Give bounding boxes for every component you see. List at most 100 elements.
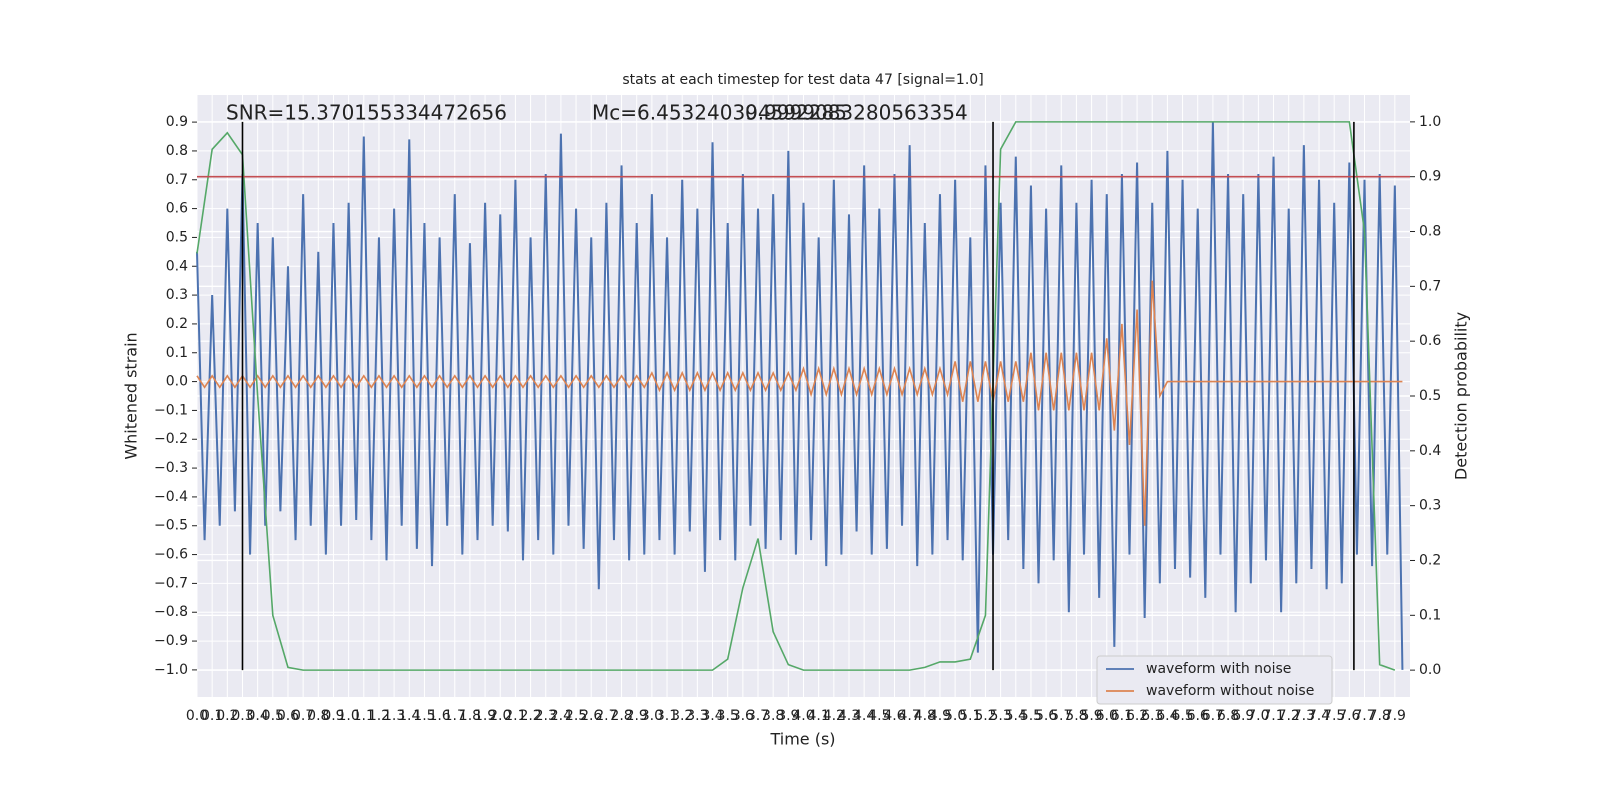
x-tick-label: 4.2 <box>823 708 845 724</box>
series-line <box>196 121 1396 671</box>
x-tick-label: 5.0 <box>944 708 966 724</box>
y2-tick-label: 0.7 <box>1419 278 1441 294</box>
y2-tick-label: 1.0 <box>1419 114 1441 130</box>
y-tick-label: −0.4 <box>154 489 188 505</box>
x-tick-label: 6.7 <box>1202 708 1224 724</box>
y-axis-label: Whitened strain <box>122 332 141 459</box>
x-tick-label: 7.7 <box>1353 708 1375 724</box>
x-tick-label: 6.6 <box>1187 708 1209 724</box>
x-tick-label: 5.8 <box>1065 708 1087 724</box>
x-tick-label: 2.5 <box>565 708 587 724</box>
x-tick-label: 6.4 <box>1156 708 1178 724</box>
x-tick-label: 4.3 <box>838 708 860 724</box>
x-tick-label: 5.2 <box>974 708 996 724</box>
x-tick-label: 7.6 <box>1338 708 1360 724</box>
x-tick-label: 1.6 <box>428 708 450 724</box>
x-tick-label: 7.8 <box>1369 708 1391 724</box>
x-tick-label: 2.4 <box>550 708 572 724</box>
x-tick-label: 2.0 <box>489 708 511 724</box>
x-tick-label: 5.1 <box>959 708 981 724</box>
y2-tick-label: 0.0 <box>1419 662 1441 678</box>
x-tick-label: 4.5 <box>868 708 890 724</box>
y2-tick-label: 0.6 <box>1419 333 1441 349</box>
x-tick-label: 1.0 <box>337 708 359 724</box>
x-tick-label: 0.6 <box>277 708 299 724</box>
x-tick-label: 2.3 <box>535 708 557 724</box>
x-tick-label: 4.6 <box>883 708 905 724</box>
x-tick-label: 4.0 <box>792 708 814 724</box>
x-tick-label: 0.0 <box>186 708 208 724</box>
y-tick-label: −0.6 <box>154 547 188 563</box>
x-tick-label: 0.2 <box>216 708 238 724</box>
chart-title: stats at each timestep for test data 47 … <box>622 72 983 88</box>
x-tick-label: 0.7 <box>292 708 314 724</box>
x-tick-label: 4.1 <box>808 708 830 724</box>
y-tick-label: 0.5 <box>166 229 188 245</box>
x-tick-label: 1.9 <box>474 708 496 724</box>
x-tick-label: 7.2 <box>1278 708 1300 724</box>
x-tick-label: 3.7 <box>747 708 769 724</box>
x-tick-label: 3.6 <box>732 708 754 724</box>
x-tick-label: 6.3 <box>1141 708 1163 724</box>
x-tick-label: 3.5 <box>717 708 739 724</box>
x-tick-label: 6.0 <box>1096 708 1118 724</box>
y-tick-label: −1.0 <box>154 662 188 678</box>
y-tick-label: 0.6 <box>166 201 188 217</box>
y2-tick-label: 0.2 <box>1419 552 1441 568</box>
x-tick-label: 3.3 <box>686 708 708 724</box>
x-tick-label: 7.0 <box>1247 708 1269 724</box>
x-axis-label: Time (s) <box>769 730 835 749</box>
x-tick-label: 0.3 <box>231 708 253 724</box>
x-tick-label: 4.4 <box>853 708 875 724</box>
y-tick-label: −0.5 <box>154 518 188 534</box>
x-tick-label: 7.1 <box>1262 708 1284 724</box>
x-tick-label: 1.2 <box>368 708 390 724</box>
x-tick-label: 3.8 <box>762 708 784 724</box>
y-tick-label: −0.2 <box>154 431 188 447</box>
y2-tick-label: 0.1 <box>1419 607 1441 623</box>
y2-tick-label: 0.9 <box>1419 169 1441 185</box>
annotation: 0.9999083280563354 <box>745 101 968 125</box>
legend-box <box>1096 655 1333 705</box>
y-tick-label: 0.8 <box>166 143 188 159</box>
x-tick-label: 4.9 <box>929 708 951 724</box>
y-tick-label: 0.7 <box>166 172 188 188</box>
x-tick-label: 6.8 <box>1217 708 1239 724</box>
x-tick-label: 1.8 <box>459 708 481 724</box>
x-tick-label: 6.2 <box>1126 708 1148 724</box>
x-tick-label: 7.5 <box>1323 708 1345 724</box>
x-tick-label: 0.4 <box>247 708 269 724</box>
y-tick-label: −0.7 <box>154 575 188 591</box>
x-tick-label: 6.9 <box>1232 708 1254 724</box>
x-tick-label: 2.1 <box>504 708 526 724</box>
x-tick-label: 0.9 <box>322 708 344 724</box>
x-tick-label: 4.7 <box>899 708 921 724</box>
x-tick-label: 3.1 <box>656 708 678 724</box>
y-tick-label: −0.1 <box>154 402 188 418</box>
x-tick-label: 7.3 <box>1293 708 1315 724</box>
y-tick-label: 0.2 <box>166 316 188 332</box>
y2-tick-label: 0.4 <box>1419 443 1441 459</box>
y2-axis-label: Detection probability <box>1452 312 1471 480</box>
legend-label: waveform with noise <box>1146 661 1291 677</box>
x-tick-label: 1.1 <box>353 708 375 724</box>
legend-label: waveform without noise <box>1146 683 1314 699</box>
x-tick-label: 0.8 <box>307 708 329 724</box>
x-tick-label: 6.5 <box>1171 708 1193 724</box>
x-tick-label: 5.4 <box>1005 708 1027 724</box>
y-tick-label: −0.8 <box>154 604 188 620</box>
x-tick-label: 3.2 <box>671 708 693 724</box>
x-tick-label: 7.9 <box>1384 708 1406 724</box>
y-tick-label: −0.9 <box>154 633 188 649</box>
x-tick-label: 1.3 <box>383 708 405 724</box>
y-tick-label: 0.9 <box>166 114 188 130</box>
y-tick-label: 0.1 <box>166 345 188 361</box>
x-tick-label: 0.1 <box>201 708 223 724</box>
x-tick-label: 3.9 <box>777 708 799 724</box>
x-tick-label: 3.4 <box>701 708 723 724</box>
y-tick-label: −0.3 <box>154 460 188 476</box>
y-tick-label: 0.3 <box>166 287 188 303</box>
x-tick-label: 6.1 <box>1111 708 1133 724</box>
x-tick-label: 1.7 <box>444 708 466 724</box>
y-tick-label: 0.4 <box>166 258 188 274</box>
